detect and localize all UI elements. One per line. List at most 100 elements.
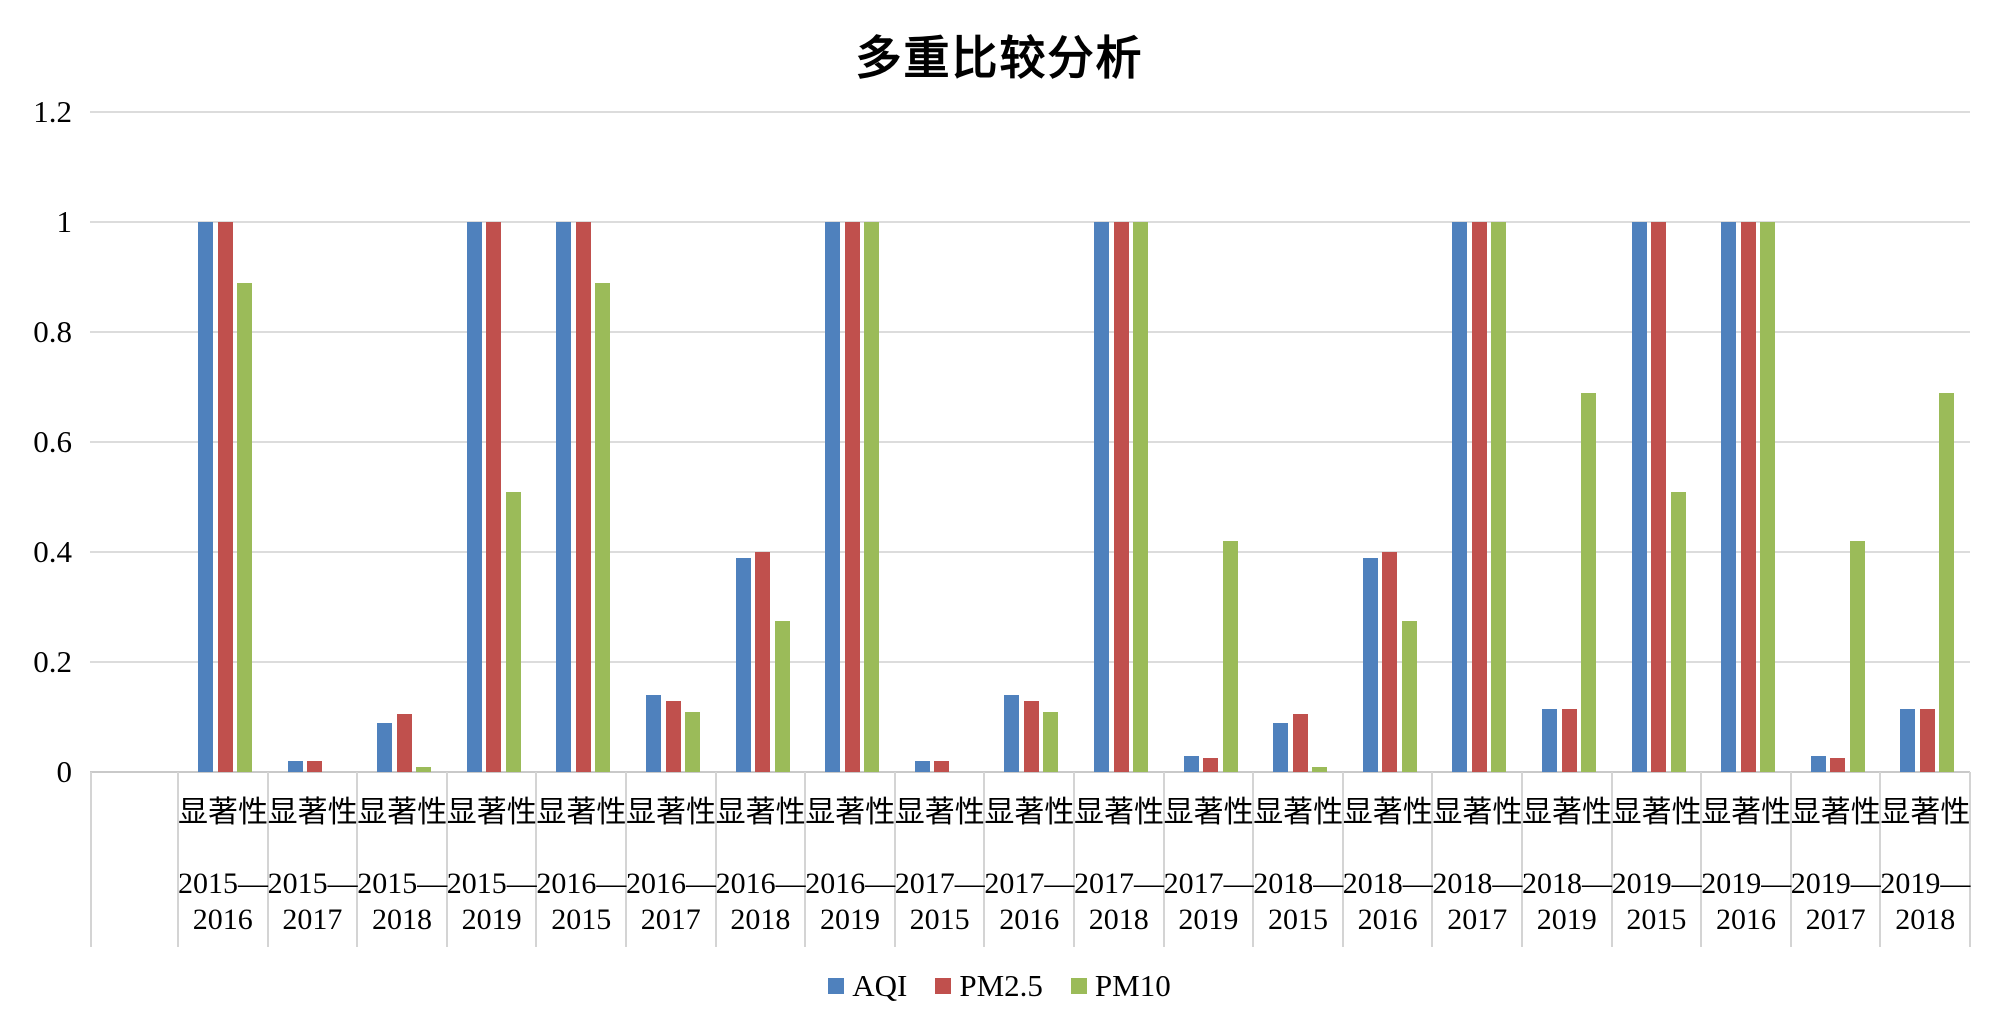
bar-pm25 — [665, 700, 681, 772]
legend-item-pm10: PM10 — [1070, 967, 1171, 1005]
legend-label: PM2.5 — [959, 968, 1043, 1003]
bar-aqi — [556, 222, 572, 772]
bar-pm10 — [505, 491, 521, 772]
bar-aqi — [1452, 222, 1468, 772]
bar-aqi — [1362, 557, 1378, 772]
chart-title: 多重比较分析 — [855, 33, 1144, 84]
bar-pm10 — [1491, 222, 1507, 772]
bar-pm25 — [307, 761, 323, 772]
category-sig-label: 显著性 — [805, 796, 896, 829]
category-sig-label: 显著性 — [984, 796, 1075, 829]
gridline — [90, 661, 1970, 663]
y-tick-label: 0 — [56, 754, 73, 789]
bar-pm25 — [1382, 552, 1398, 772]
bar-pm10 — [1760, 222, 1776, 772]
bar-pm25 — [1292, 714, 1308, 772]
bar-pm10 — [685, 711, 700, 772]
bar-aqi — [1183, 755, 1199, 772]
legend-swatch-icon — [828, 978, 845, 994]
category-year-label: 2016— 2015 — [536, 867, 627, 936]
category-year-label: 2015— 2017 — [267, 867, 358, 936]
bar-pm25 — [217, 222, 233, 772]
bar-aqi — [1631, 222, 1647, 772]
category-separator — [535, 772, 538, 947]
bar-aqi — [735, 557, 751, 772]
category-sig-label: 显著性 — [1701, 796, 1792, 829]
bar-aqi — [1900, 708, 1916, 772]
category-separator — [1789, 772, 1792, 947]
bar-pm25 — [1561, 708, 1577, 772]
bar-pm25 — [575, 222, 591, 772]
bar-aqi — [1094, 222, 1109, 772]
category-separator — [1969, 772, 1971, 947]
category-year-label: 2016— 2017 — [626, 867, 716, 936]
bar-pm25 — [1651, 222, 1667, 772]
category-year-label: 2019— 2015 — [1611, 867, 1702, 936]
legend-swatch-icon — [935, 978, 952, 994]
category-sig-label: 显著性 — [1163, 796, 1254, 829]
category-separator — [266, 772, 269, 947]
category-separator — [1341, 772, 1344, 947]
bar-pm25 — [396, 714, 412, 772]
category-year-label: 2017— 2015 — [894, 867, 985, 936]
bar-pm25 — [1203, 758, 1219, 772]
category-year-label: 2015— 2016 — [178, 867, 268, 936]
category-sig-label: 显著性 — [1432, 796, 1523, 829]
category-year-label: 2017— 2019 — [1163, 867, 1254, 936]
gridline — [90, 111, 1970, 113]
category-separator — [1700, 772, 1703, 947]
bar-aqi — [466, 222, 482, 772]
category-separator — [983, 772, 986, 947]
category-separator — [1162, 772, 1165, 947]
category-sig-label: 显著性 — [267, 796, 358, 829]
bar-pm25 — [1471, 222, 1487, 772]
bar-pm10 — [416, 766, 432, 772]
category-year-label: 2017— 2018 — [1074, 867, 1164, 936]
bar-pm25 — [934, 761, 950, 772]
category-separator — [625, 772, 627, 947]
bar-aqi — [287, 761, 303, 772]
category-year-label: 2018— 2015 — [1253, 867, 1344, 936]
category-sig-label: 显著性 — [357, 796, 448, 829]
category-separator — [804, 772, 807, 947]
legend-label: AQI — [852, 968, 908, 1003]
category-sig-label: 显著性 — [1522, 796, 1612, 829]
category-separator — [1521, 772, 1523, 947]
category-sig-label: 显著性 — [1611, 796, 1702, 829]
category-sig-label: 显著性 — [1880, 796, 1971, 829]
bar-aqi — [825, 222, 841, 772]
category-separator — [90, 772, 92, 947]
bar-aqi — [1542, 708, 1557, 772]
category-year-label: 2015— 2019 — [446, 867, 537, 936]
bar-pm25 — [486, 222, 502, 772]
bar-pm25 — [1740, 222, 1756, 772]
bar-pm10 — [1133, 222, 1148, 772]
category-year-label: 2015— 2018 — [357, 867, 448, 936]
category-sig-label: 显著性 — [1790, 796, 1881, 829]
gridline — [90, 551, 1970, 553]
category-separator — [445, 772, 448, 947]
category-separator — [1610, 772, 1613, 947]
bar-pm10 — [774, 620, 790, 772]
bar-aqi — [198, 222, 213, 772]
category-separator — [1431, 772, 1434, 947]
category-sig-label: 显著性 — [626, 796, 716, 829]
category-sig-label: 显著性 — [446, 796, 537, 829]
bar-aqi — [377, 722, 393, 772]
y-tick-label: 0.2 — [33, 644, 72, 679]
bar-pm10 — [1581, 392, 1596, 772]
category-sig-label: 显著性 — [1342, 796, 1433, 829]
category-year-label: 2016— 2018 — [715, 867, 806, 936]
bar-pm10 — [595, 282, 611, 772]
bar-pm25 — [1919, 708, 1935, 772]
category-separator — [177, 772, 179, 947]
bar-pm25 — [1113, 222, 1129, 772]
x-axis-line — [90, 771, 1970, 773]
category-separator — [714, 772, 717, 947]
y-tick-label: 0.6 — [33, 424, 72, 459]
category-year-label: 2019— 2016 — [1701, 867, 1792, 936]
bar-pm10 — [1939, 392, 1955, 772]
y-tick-label: 0.8 — [33, 314, 72, 349]
bar-aqi — [646, 695, 661, 772]
